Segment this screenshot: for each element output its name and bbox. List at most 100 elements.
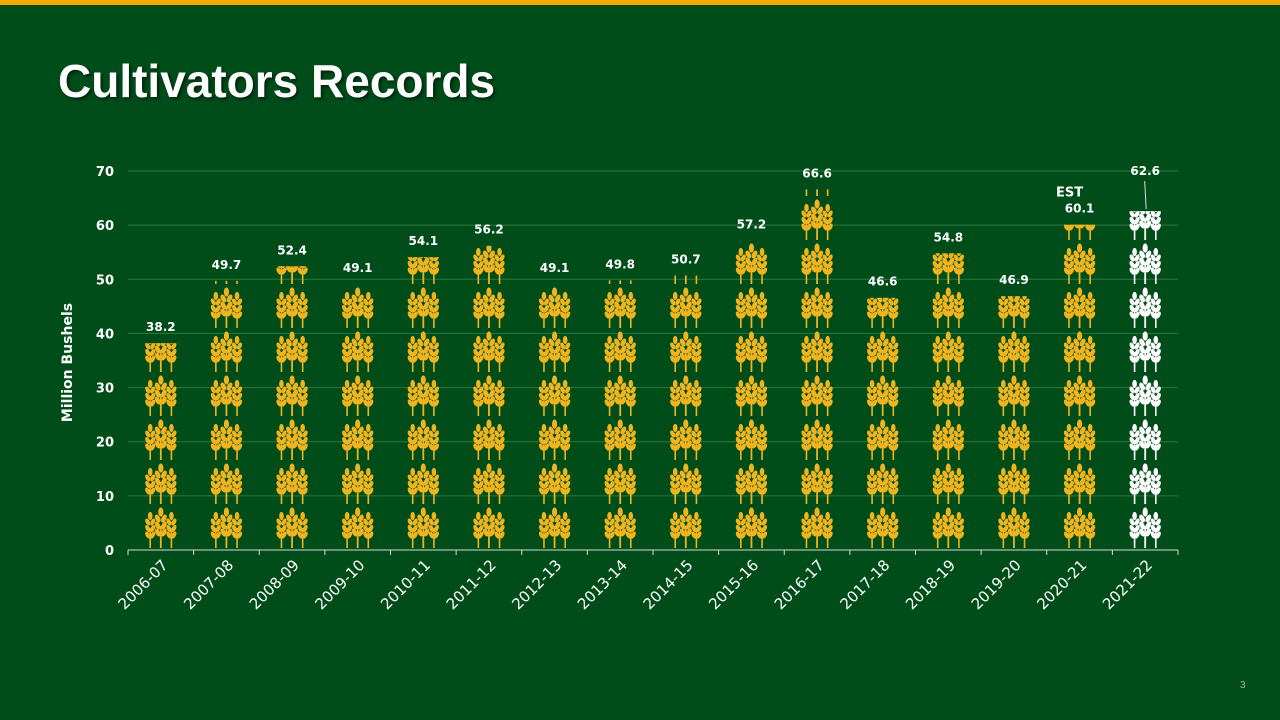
wheat-icon [472,245,506,284]
wheat-icon [931,507,966,548]
wheat-icon [210,155,243,196]
wheat-icon [340,419,375,460]
x-tick-label: 2009-10 [311,556,368,613]
wheat-icon [997,463,1031,504]
wheat-icon [209,507,244,548]
data-label: 52.4 [277,243,307,257]
wheat-icon [1063,111,1096,152]
wheat-icon [669,375,703,416]
wheat-icon [537,331,572,372]
wheat-icon [1128,507,1162,548]
wheat-icon [1062,243,1097,284]
wheat-icon [210,199,243,240]
wheat-icon [931,287,966,328]
wheat-icon [866,111,899,152]
wheat-icon [472,155,505,196]
wheat-icon [144,155,177,196]
data-label: 50.7 [671,252,701,266]
wheat-icon [1128,375,1162,416]
wheat-icon [1062,331,1097,372]
wheat-icon [341,155,374,196]
wheat-icon [669,111,702,152]
bar-2013-14 [603,280,637,548]
data-label: 54.8 [934,230,964,244]
wheat-icon [734,287,769,328]
wheat-icon [537,463,572,504]
y-tick-label: 40 [96,327,114,342]
wheat-icon [210,111,243,152]
x-tick-label: 2020-21 [1033,556,1090,613]
wheat-icon [538,199,571,240]
wheat-icon [275,331,309,372]
wheat-icon [472,331,506,372]
data-label-leader-line [1144,181,1147,210]
x-tick-label: 2012-13 [508,556,565,613]
wheat-icon [997,155,1030,196]
wheat-icon [603,287,637,328]
wheat-icon [406,463,441,504]
wheat-icon [669,199,702,240]
wheat-icon [603,375,637,416]
wheat-icon [735,111,768,152]
wheat-icon [997,111,1030,152]
wheat-icon [669,419,703,460]
wheat-icon [144,243,177,284]
wheat-icon [734,463,769,504]
wheat-icon [603,419,637,460]
wheat-icon [800,507,834,548]
wheat-icon [800,199,834,240]
data-label: 49.8 [605,257,635,271]
x-tick-label: 2015-16 [705,556,762,613]
data-label: 62.6 [1130,164,1160,178]
wheat-icon [144,199,177,240]
y-tick-label: 70 [96,165,114,180]
wheat-icon [931,331,966,372]
data-label: 49.1 [343,261,373,275]
wheat-icon [997,331,1031,372]
wheat-icon [734,375,769,416]
x-tick-label: 2019-20 [968,556,1025,613]
bar-2014-15 [669,111,703,548]
bar-2012-13 [537,111,572,548]
wheat-icon [669,463,703,504]
wheat-icon [340,463,375,504]
wheat-icon [144,419,178,460]
bar-2011-12 [472,155,506,548]
y-tick-label: 10 [96,490,114,505]
wheat-icon [341,111,374,152]
x-tick-label: 2010-11 [377,556,434,613]
wheat-icon [669,331,703,372]
wheat-icon [340,507,375,548]
wheat-icon [406,287,441,328]
wheat-icon [275,463,309,504]
top-accent-bar [0,0,1280,5]
bar-2017-18 [865,111,900,548]
wheat-icon [800,287,834,328]
wheat-icon [603,507,637,548]
wheat-icon [800,111,833,152]
wheat-icon [1062,375,1097,416]
bar-2010-11 [406,257,441,548]
x-tick-label: 2006-07 [115,556,172,613]
wheat-icon [538,111,571,152]
y-tick-label: 20 [96,436,114,451]
wheat-icon [1128,287,1162,328]
wheat-icon [275,507,309,548]
wheat-icon [866,199,899,240]
wheat-icon [275,419,309,460]
wheat-icon [144,507,178,548]
wheat-icon [997,199,1030,240]
data-label: 49.7 [212,258,242,272]
wheat-icon [997,375,1031,416]
page-number: 3 [1240,680,1246,691]
wheat-icon [1062,287,1097,328]
x-tick-label: 2017-18 [836,556,893,613]
wheat-icon [931,419,966,460]
bar-2009-10 [340,111,375,548]
wheat-icon [275,375,309,416]
wheat-icon [472,463,506,504]
data-label: 46.9 [999,273,1029,287]
wheat-icon [1128,111,1161,152]
wheat-icon [144,463,178,504]
wheat-icon [800,419,834,460]
